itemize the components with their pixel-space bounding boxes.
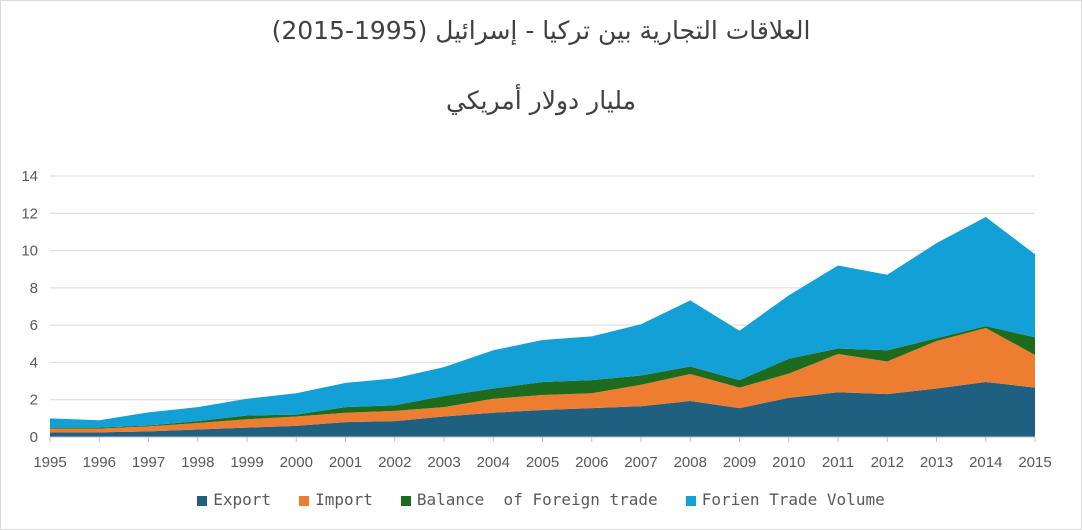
x-tick-label: 2011 [822, 454, 854, 471]
area-series-2 [50, 327, 1035, 433]
chart-subtitle: مليار دولار أمريكي [445, 86, 637, 115]
legend-swatch [400, 495, 411, 506]
y-tick-label: 14 [21, 168, 38, 185]
legend-swatch [685, 495, 696, 506]
x-tick-label: 2001 [329, 454, 362, 471]
y-tick-label: 4 [30, 354, 38, 371]
x-tick-label: 1996 [83, 454, 116, 471]
legend-item-4: Forien Trade Volume [685, 490, 885, 509]
legend-swatch [197, 495, 208, 506]
x-tick-label: 1995 [33, 454, 66, 471]
x-tick-label: 2014 [969, 454, 1002, 471]
x-tick-label: 2015 [1018, 454, 1051, 471]
x-tick-label: 2010 [772, 454, 805, 471]
x-tick-label: 2000 [280, 454, 313, 471]
legend-label: Balance of Foreign trade [416, 490, 658, 509]
x-tick-label: 1999 [230, 454, 263, 471]
legend-item-3: Balance of Foreign trade [400, 490, 658, 509]
area-series-4 [50, 217, 1035, 428]
y-tick-label: 6 [30, 317, 38, 334]
x-tick-label: 1998 [181, 454, 214, 471]
x-tick-label: 2006 [575, 454, 608, 471]
y-tick-label: 0 [30, 429, 38, 446]
x-tick-label: 2003 [427, 454, 460, 471]
legend-label: Export [213, 490, 272, 509]
x-tick-label: 2007 [624, 454, 657, 471]
x-tick-label: 2012 [871, 454, 904, 471]
legend-label: Forien Trade Volume [701, 490, 885, 509]
legend-label: Import [315, 490, 373, 509]
area-series-1 [50, 382, 1035, 437]
x-tick-label: 1997 [132, 454, 165, 471]
y-tick-label: 2 [30, 392, 38, 409]
chart-title: العلاقات التجارية بين تركيا - إسرائيل (1… [271, 16, 811, 45]
legend-swatch [299, 495, 310, 506]
y-tick-label: 8 [30, 280, 38, 297]
y-tick-label: 10 [21, 243, 38, 260]
x-tick-label: 2002 [378, 454, 411, 471]
x-tick-label: 2005 [526, 454, 559, 471]
legend-item-2: Import [299, 490, 373, 509]
legend-item-1: Export [197, 490, 271, 509]
x-tick-label: 2004 [477, 454, 510, 471]
x-tick-label: 2009 [723, 454, 756, 471]
x-tick-label: 2013 [920, 454, 953, 471]
x-tick-label: 2008 [674, 454, 707, 471]
y-tick-label: 12 [21, 205, 38, 222]
legend: Export Import Balance of Foreign trade Fori… [0, 490, 1082, 509]
